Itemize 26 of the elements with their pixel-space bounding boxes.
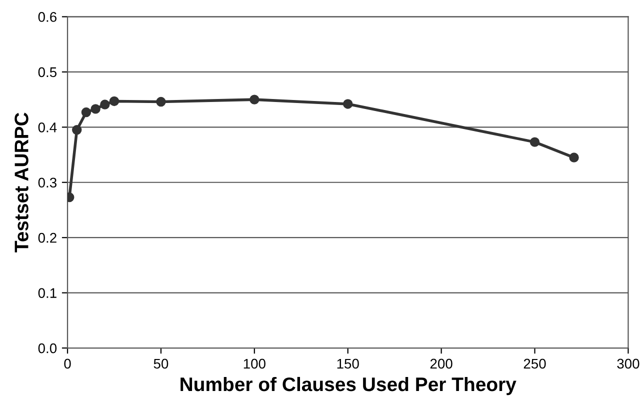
x-tick-label: 250 <box>524 358 546 369</box>
point <box>81 107 92 118</box>
y-axis-title: Testset AURPC <box>14 112 28 252</box>
x-axis-title: Number of Clauses Used Per Theory <box>180 376 516 396</box>
x-tick-label: 150 <box>337 358 359 369</box>
point <box>72 125 82 135</box>
y-tick-label: 0.0 <box>38 343 57 354</box>
point <box>109 96 120 106</box>
x-tick-label: 0 <box>64 358 71 369</box>
point <box>90 104 100 114</box>
point <box>343 99 353 109</box>
point <box>156 96 166 107</box>
y-tick-label: 0.1 <box>38 288 56 298</box>
y-tick-label: 0.4 <box>38 122 57 132</box>
y-tick-label: 0.2 <box>38 232 56 243</box>
y-tick-label: 0.5 <box>38 67 57 78</box>
x-tick-label: 50 <box>154 358 168 369</box>
x-tick-label: 200 <box>430 358 452 369</box>
x-tick-label: 100 <box>244 358 266 369</box>
point <box>569 152 579 162</box>
point <box>100 100 110 110</box>
y-tick-label: 0.6 <box>38 12 56 22</box>
y-tick-label: 0.3 <box>38 178 56 188</box>
point <box>530 137 540 147</box>
x-tick-label: 300 <box>617 358 640 369</box>
point <box>250 94 260 104</box>
